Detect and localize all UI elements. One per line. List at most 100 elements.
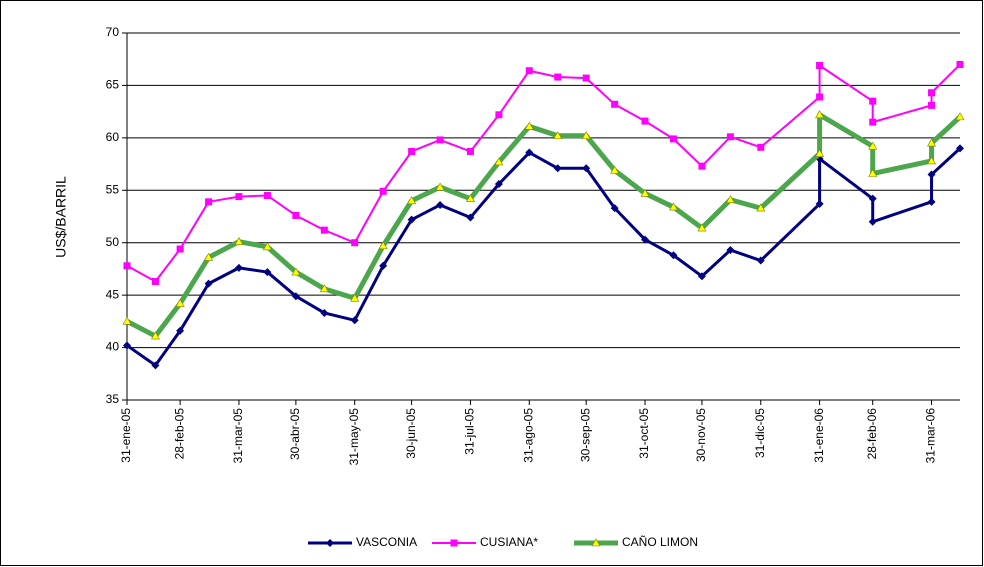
marker [591,538,601,547]
marker [525,67,533,75]
marker [582,164,591,173]
marker [235,193,243,201]
marker [350,316,359,325]
marker [927,170,936,179]
marker [815,110,825,119]
marker [756,203,766,212]
marker [553,131,563,140]
x-tick-label: 31-mar-06 [924,408,938,464]
marker [697,272,706,281]
series-line [126,63,961,283]
marker [869,118,877,126]
marker [204,252,214,261]
x-tick-label: 31-may-05 [347,408,361,466]
x-tick-label: 30-nov-05 [694,408,708,462]
marker [176,245,184,253]
marker [956,144,964,153]
legend-label: CAÑO LIMON [622,535,698,549]
marker [641,235,650,244]
marker [320,308,329,317]
marker [725,195,735,204]
marker [436,200,445,209]
marker [868,141,878,150]
marker [234,263,243,272]
y-tick-label: 55 [106,182,120,196]
marker [494,179,503,188]
marker [927,197,936,206]
marker [525,148,534,157]
marker [928,101,936,109]
marker [868,168,878,177]
marker [869,97,877,105]
marker [263,268,272,277]
series-line [125,112,962,339]
marker [927,138,937,147]
marker [123,262,131,270]
marker [320,226,328,234]
marker [291,267,301,276]
marker [581,131,591,140]
y-axis-label: US$/BARRIL [53,176,69,258]
marker [408,147,416,155]
marker [465,194,475,202]
marker [151,278,159,286]
marker [292,211,300,219]
marker [326,539,334,547]
marker [698,162,706,170]
marker [757,143,765,151]
marker [582,74,590,82]
marker [122,316,132,325]
marker [697,223,707,232]
marker [319,284,329,293]
marker [350,293,360,302]
y-tick-label: 40 [106,340,120,354]
marker [956,60,964,68]
marker [379,187,387,195]
x-tick-label: 30-abr-05 [288,408,302,460]
marker [816,93,824,101]
marker [610,204,619,213]
y-tick-label: 60 [106,130,120,144]
x-tick-label: 31-mar-05 [231,408,245,464]
marker [291,292,300,301]
y-tick-label: 35 [106,392,120,406]
x-tick-label: 28-feb-06 [865,408,879,460]
marker [494,157,504,166]
marker [351,239,359,247]
marker [204,279,213,288]
marker [641,117,649,125]
marker [815,199,824,208]
marker [611,100,619,108]
marker [263,192,271,200]
marker [610,165,620,174]
marker [868,217,877,226]
marker [436,136,444,144]
x-tick-label: 30-jun-05 [404,408,418,459]
marker [407,196,417,205]
marker [927,156,937,165]
marker [868,194,877,203]
x-tick-label: 31-ene-06 [812,408,826,463]
marker [726,133,734,141]
marker [669,135,677,143]
marker [379,261,388,270]
marker [234,237,244,245]
marker [816,62,824,70]
series-line [126,147,962,367]
marker [726,246,735,255]
marker [123,341,131,350]
y-tick-label: 45 [106,287,120,301]
marker [955,112,965,121]
y-tick-label: 65 [106,78,120,92]
marker [435,182,445,191]
marker [928,89,936,97]
x-tick-label: 31-jul-05 [463,408,477,455]
marker [151,361,160,370]
marker [669,251,678,260]
marker [553,164,562,173]
marker [495,111,503,119]
marker [262,242,272,251]
marker [378,241,388,250]
marker [450,539,458,547]
